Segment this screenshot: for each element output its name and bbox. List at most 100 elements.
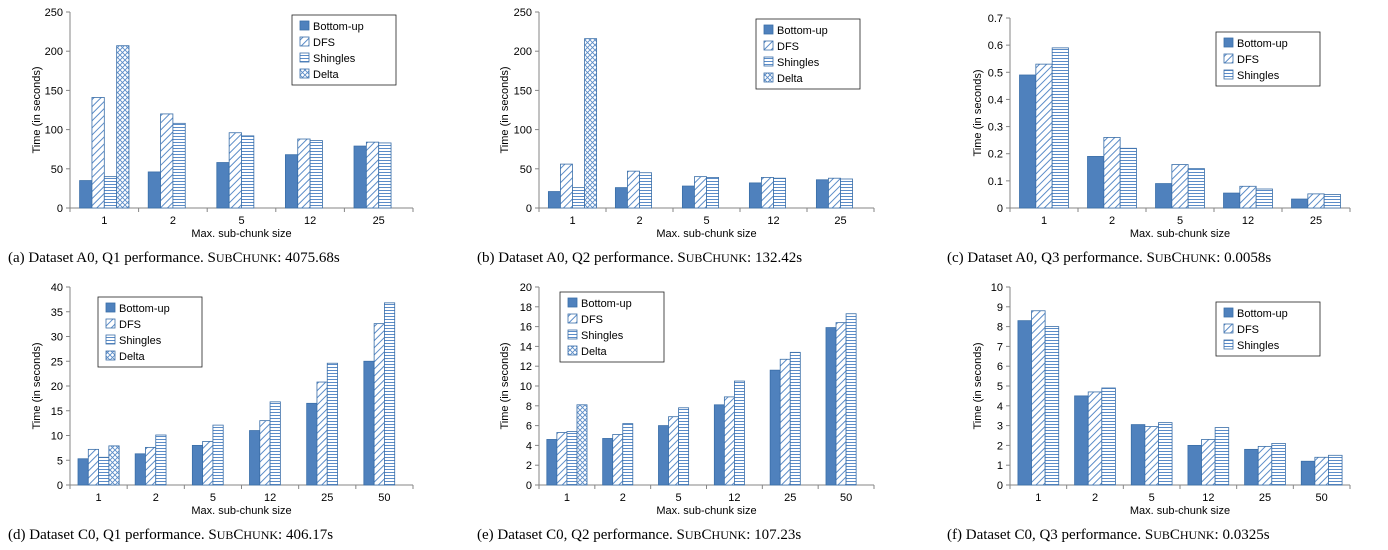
bar-dfs-1	[91, 97, 105, 209]
bar-dfs-2	[160, 113, 174, 209]
x-tick-label: 12	[1242, 215, 1254, 227]
legend: Bottom-up DFS Shingles Delta	[559, 291, 665, 363]
x-axis-title: Max. sub-chunk size	[1130, 228, 1230, 240]
y-tick-label: 150	[45, 85, 63, 97]
y-tick-label: 6	[997, 361, 1003, 373]
bar-bottom-up-50	[363, 360, 375, 486]
bar-shingles-50	[845, 313, 857, 486]
x-tick-label: 12	[264, 492, 276, 504]
bar-bottom-up-2	[614, 187, 628, 209]
bar-shingles-5	[678, 407, 690, 486]
bar-dfs-2	[627, 170, 640, 209]
bar-bottom-up-25	[353, 145, 367, 209]
bar-dfs-2	[612, 434, 624, 486]
y-tick-label: 8	[526, 401, 532, 413]
bar-dfs-12	[1201, 439, 1216, 486]
bar-bottom-up-50	[825, 327, 837, 486]
legend-swatch	[567, 297, 578, 308]
bar-shingles-2	[1119, 147, 1137, 209]
bar-dfs-25	[1257, 445, 1273, 486]
x-tick-label: 1	[569, 215, 575, 227]
bar-dfs-50	[835, 322, 847, 486]
panel-caption: (b) Dataset A0, Q2 performance. SUBCHUNK…	[477, 250, 802, 266]
y-tick-label: 1	[997, 460, 1003, 472]
bar-dfs-5	[202, 441, 214, 486]
legend-label: DFS	[1237, 324, 1259, 336]
bar-bottom-up-50	[1300, 460, 1316, 486]
y-tick-label: 18	[520, 302, 532, 314]
x-tick-label: 2	[636, 215, 642, 227]
bar-dfs-1	[87, 448, 99, 486]
y-tick-label: 0.7	[988, 13, 1003, 25]
bar-shingles-5	[241, 135, 255, 209]
y-tick-label: 8	[997, 322, 1003, 334]
bar-dfs-25	[1307, 193, 1325, 209]
legend: Bottom-up DFS Shingles Delta	[291, 14, 397, 86]
bar-dfs-12	[761, 177, 774, 209]
x-tick-label: 12	[728, 492, 740, 504]
y-tick-label: 100	[45, 125, 63, 137]
x-tick-label: 50	[1316, 492, 1328, 504]
bar-delta-1	[108, 445, 120, 486]
y-tick-label: 16	[520, 322, 532, 334]
x-tick-label: 2	[620, 492, 626, 504]
y-tick-label: 10	[51, 431, 63, 443]
legend-label: Shingles	[1237, 70, 1280, 82]
bar-shingles-2	[1101, 387, 1116, 486]
y-tick-label: 0.3	[988, 122, 1003, 134]
bar-bottom-up-25	[306, 402, 318, 486]
bar-shingles-25	[378, 142, 392, 209]
bar-bottom-up-12	[284, 154, 299, 209]
bar-shingles-1	[1044, 326, 1060, 486]
bar-dfs-25	[828, 177, 841, 209]
bar-bottom-up-1	[547, 191, 561, 209]
bar-bottom-up-25	[1291, 198, 1309, 209]
bar-dfs-12	[723, 396, 735, 486]
legend-label: Shingles	[313, 53, 356, 65]
bar-bottom-up-12	[748, 182, 762, 209]
bar-shingles-12	[309, 140, 323, 209]
legend-label: Bottom-up	[777, 25, 828, 37]
x-tick-label: 12	[304, 215, 316, 227]
bar-dfs-2	[1087, 391, 1103, 486]
bar-bottom-up-25	[769, 369, 781, 486]
y-tick-label: 7	[997, 341, 1003, 353]
legend-swatch	[1223, 339, 1234, 350]
y-tick-label: 12	[520, 361, 532, 373]
y-tick-label: 10	[520, 381, 532, 393]
y-tick-label: 0.4	[988, 94, 1003, 106]
y-tick-label: 0	[57, 203, 63, 215]
x-axis-title: Max. sub-chunk size	[656, 505, 756, 517]
bar-shingles-2	[172, 122, 186, 209]
legend-label: Delta	[313, 69, 340, 81]
legend-swatch	[299, 52, 310, 63]
y-tick-label: 2	[526, 460, 532, 472]
bar-bottom-up-1	[79, 180, 93, 209]
legend-label: Bottom-up	[581, 298, 632, 310]
bar-bottom-up-2	[602, 438, 614, 486]
bar-shingles-1	[572, 187, 585, 209]
bar-shingles-12	[1214, 427, 1230, 486]
y-axis-title: Time (in seconds)	[31, 342, 43, 429]
x-tick-label: 25	[784, 492, 796, 504]
bar-shingles-1	[566, 431, 578, 486]
bar-dfs-5	[1171, 164, 1189, 209]
y-tick-label: 0.5	[988, 67, 1003, 79]
legend-label: Delta	[581, 346, 608, 358]
legend-swatch	[299, 68, 310, 79]
y-axis-title: Time (in seconds)	[972, 342, 984, 429]
bar-bottom-up-1	[546, 439, 558, 486]
bar-dfs-1	[1031, 310, 1046, 486]
x-tick-label: 50	[840, 492, 852, 504]
legend-label: Bottom-up	[313, 21, 364, 33]
panel-caption: (d) Dataset C0, Q1 performance. SUBCHUNK…	[8, 527, 333, 543]
legend-swatch	[299, 20, 310, 31]
y-tick-label: 200	[514, 46, 532, 58]
x-tick-label: 5	[703, 215, 709, 227]
bar-shingles-50	[1328, 454, 1343, 486]
x-tick-label: 1	[1041, 215, 1047, 227]
panel-caption: (f) Dataset C0, Q3 performance. SUBCHUNK…	[947, 527, 1270, 543]
